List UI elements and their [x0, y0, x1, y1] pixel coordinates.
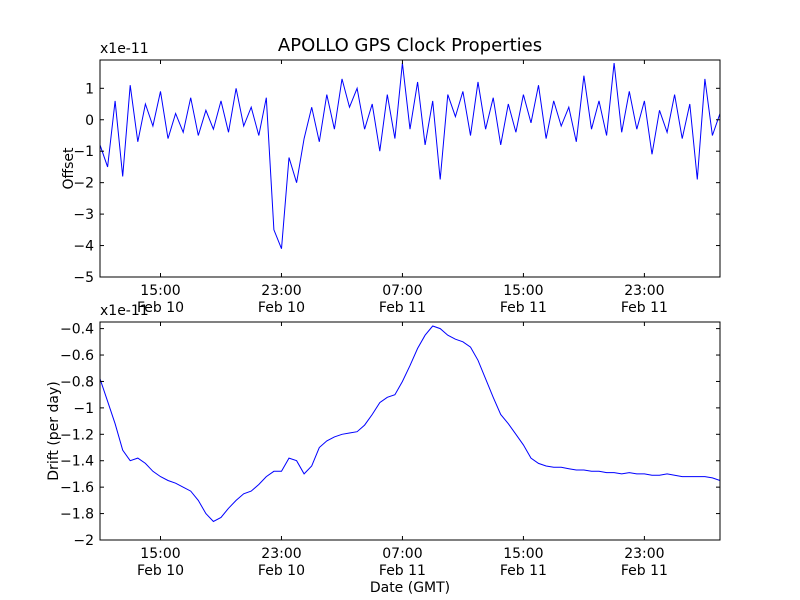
x-tick-time-label: 07:00	[382, 546, 422, 562]
y-scale-label: x1e-11	[100, 41, 149, 57]
y-tick-label: −1	[73, 401, 94, 417]
y-tick-label: −1	[73, 144, 94, 160]
y-tick-label: −0.8	[60, 374, 94, 390]
y-tick-label: 1	[85, 81, 94, 97]
y-tick-label: 0	[85, 113, 94, 129]
x-tick-date-label: Feb 11	[379, 300, 426, 316]
y-scale-label: x1e-11	[100, 303, 149, 319]
x-tick-time-label: 23:00	[624, 546, 664, 562]
y-axis-label: Drift (per day)	[46, 381, 62, 480]
drift-panel: −0.4−0.6−0.8−1−1.2−1.4−1.6−1.8−215:00Feb…	[46, 303, 721, 596]
x-tick-date-label: Feb 11	[500, 300, 547, 316]
y-tick-label: −5	[73, 270, 94, 286]
x-tick-date-label: Feb 10	[137, 563, 184, 579]
y-tick-label: −0.6	[60, 348, 94, 364]
x-tick-date-label: Feb 11	[621, 563, 668, 579]
series-line-1	[99, 325, 721, 523]
x-tick-date-label: Feb 11	[621, 300, 668, 316]
x-tick-date-label: Feb 11	[379, 563, 426, 579]
x-tick-time-label: 23:00	[261, 546, 301, 562]
x-tick-date-label: Feb 10	[137, 300, 184, 316]
x-tick-date-label: Feb 10	[258, 300, 305, 316]
y-tick-label: −4	[73, 239, 94, 255]
y-axis-label: Offset	[61, 147, 77, 190]
y-tick-label: −1.6	[60, 480, 94, 496]
y-tick-label: −2	[73, 533, 94, 549]
x-tick-time-label: 15:00	[503, 283, 543, 299]
x-tick-time-label: 15:00	[503, 546, 543, 562]
x-tick-time-label: 15:00	[140, 546, 180, 562]
axes-frame	[99, 321, 721, 541]
y-tick-label: −2	[73, 176, 94, 192]
x-tick-time-label: 23:00	[624, 283, 664, 299]
series-line-1	[99, 63, 721, 249]
axes-frame	[99, 59, 721, 278]
y-tick-label: −1.4	[60, 454, 94, 470]
y-tick-label: −1.2	[60, 427, 94, 443]
y-tick-label: −3	[73, 207, 94, 223]
x-tick-time-label: 15:00	[140, 283, 180, 299]
x-axis-label: Date (GMT)	[370, 580, 450, 596]
x-tick-time-label: 23:00	[261, 283, 301, 299]
x-tick-time-label: 07:00	[382, 283, 422, 299]
figure-title: APOLLO GPS Clock Properties	[278, 35, 542, 56]
y-tick-label: −1.8	[60, 507, 94, 523]
x-tick-date-label: Feb 10	[258, 563, 305, 579]
x-tick-date-label: Feb 11	[500, 563, 547, 579]
y-tick-label: −0.4	[60, 322, 94, 338]
